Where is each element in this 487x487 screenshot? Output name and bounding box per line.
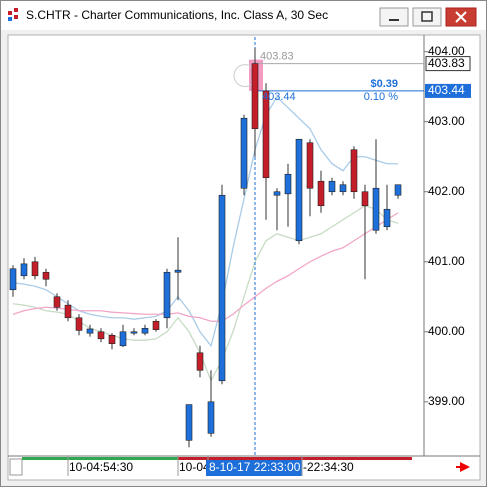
cursor-price-annotation: 403.44 xyxy=(262,91,296,103)
candle-body xyxy=(350,149,358,193)
candle-body xyxy=(141,327,149,334)
candle-body xyxy=(196,352,204,371)
candle-body xyxy=(97,331,105,340)
y-tick-label: 403.00 xyxy=(428,114,465,128)
candle-body xyxy=(218,194,226,382)
close-button[interactable] xyxy=(445,7,477,27)
y-tick-label: 401.00 xyxy=(428,254,465,268)
candle-body xyxy=(86,328,94,334)
change-amount: $0.39 xyxy=(370,78,398,90)
moving-average-line xyxy=(12,96,398,348)
reference-price-box xyxy=(425,56,471,72)
candle-body xyxy=(130,331,138,334)
scroll-right-arrow[interactable] xyxy=(456,462,470,472)
x-tick-label: 10-04:54:30 xyxy=(69,460,133,474)
candle-body xyxy=(361,191,369,207)
candle-body xyxy=(20,263,28,277)
candle-body xyxy=(339,184,347,193)
y-tick-label: 399.00 xyxy=(428,394,465,408)
chart-area xyxy=(7,34,481,481)
candle-body xyxy=(174,269,182,273)
candle-body xyxy=(163,271,171,319)
x-cursor-box xyxy=(206,460,302,476)
candle-body xyxy=(284,173,292,195)
reference-price-annotation: 403.83 xyxy=(260,51,294,63)
candle-body xyxy=(9,268,17,291)
candle-body xyxy=(42,271,50,280)
plot xyxy=(9,37,424,455)
y-tick-label: 402.00 xyxy=(428,184,465,198)
x-tick-label: 10-04 xyxy=(179,460,210,474)
candle-body xyxy=(383,208,391,228)
candle-body xyxy=(394,184,402,196)
reference-price-label: 403.83 xyxy=(428,56,465,70)
candle-body xyxy=(317,180,325,207)
session-bar xyxy=(178,457,412,460)
candle-body xyxy=(306,142,314,189)
candle-body xyxy=(295,138,303,242)
cursor-price-label: 403.44 xyxy=(428,83,465,97)
candle-body xyxy=(262,90,270,179)
candle-body xyxy=(185,404,193,441)
maximize-button[interactable] xyxy=(412,7,442,27)
candle-body xyxy=(108,334,116,344)
session-bar xyxy=(22,457,178,460)
x-tick-label: -22:34:30 xyxy=(303,460,354,474)
cursor-price-box xyxy=(425,83,471,98)
scroll-box[interactable] xyxy=(9,458,23,476)
candle-body xyxy=(240,117,248,189)
change-percent: 0.10 % xyxy=(364,91,398,103)
candle-body xyxy=(251,63,259,130)
candle-body xyxy=(75,317,83,331)
moving-average-line xyxy=(12,212,399,322)
candle-body xyxy=(64,304,72,319)
y-tick-label: 404.00 xyxy=(428,44,465,58)
candle-body xyxy=(328,180,336,193)
y-tick-label: 400.00 xyxy=(428,324,465,338)
candle-body xyxy=(31,261,39,277)
candle-body xyxy=(207,401,215,434)
window-title: S.CHTR - Charter Communications, Inc. Cl… xyxy=(26,8,328,22)
candle-body xyxy=(372,187,380,231)
candle-body xyxy=(152,320,160,330)
minimize-button[interactable] xyxy=(379,7,409,27)
candle-body xyxy=(273,191,281,196)
app-icon xyxy=(8,8,18,21)
x-tick-label: 8-10-17 22:33:00 xyxy=(209,460,301,474)
candle-body xyxy=(53,296,61,308)
candle-body xyxy=(119,331,127,347)
